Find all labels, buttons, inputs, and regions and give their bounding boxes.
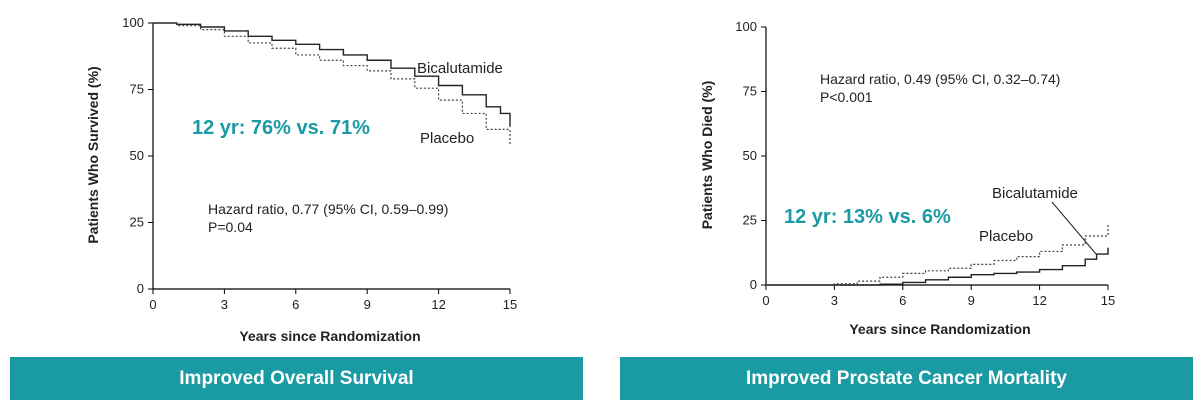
prostate-cancer-mortality-chart: 0 25 50 75 100 0 3 6 9 12 15 Years since Randomiz…: [699, 19, 1115, 337]
placebo-series-line: [766, 223, 1109, 286]
x-tick-label: 6: [899, 293, 906, 308]
y-tick-label: 25: [130, 215, 144, 230]
bicalutamide-label: Bicalutamide: [417, 60, 503, 77]
prostate-cancer-mortality-banner: Improved Prostate Cancer Mortality: [620, 357, 1193, 400]
x-tick-label: 9: [968, 293, 975, 308]
x-tick-label: 0: [762, 293, 769, 308]
x-tick-label: 15: [503, 297, 517, 312]
overall-survival-chart: 0 25 50 75 100 0 3 6 9 12 15 Years since Randomiz…: [85, 15, 517, 344]
p-value-text: P=0.04: [208, 219, 253, 235]
x-axis-title: Years since Randomization: [849, 321, 1030, 337]
series-layer: [766, 223, 1109, 286]
y-axis: 0 25 50 75 100: [735, 19, 767, 292]
twelve-year-callout: 12 yr: 13% vs. 6%: [784, 206, 951, 228]
hazard-ratio-text: Hazard ratio, 0.49 (95% CI, 0.32–0.74): [820, 71, 1060, 87]
x-tick-label: 0: [149, 297, 156, 312]
x-tick-label: 3: [221, 297, 228, 312]
x-tick-label: 15: [1101, 293, 1115, 308]
x-tick-label: 12: [1032, 293, 1046, 308]
placebo-label: Placebo: [420, 130, 474, 147]
x-axis-title: Years since Randomization: [239, 328, 420, 344]
y-tick-label: 50: [743, 148, 757, 163]
y-axis-title: Patients Who Died (%): [699, 81, 715, 230]
x-tick-label: 6: [292, 297, 299, 312]
x-tick-label: 9: [364, 297, 371, 312]
twelve-year-callout: 12 yr: 76% vs. 71%: [192, 117, 370, 139]
y-tick-label: 100: [735, 19, 757, 34]
series-layer: [153, 22, 511, 146]
x-tick-label: 3: [831, 293, 838, 308]
y-tick-label: 0: [137, 281, 144, 296]
y-tick-label: 100: [122, 15, 144, 30]
x-axis: 0 3 6 9 12 15: [149, 288, 517, 312]
x-tick-label: 12: [431, 297, 445, 312]
placebo-label: Placebo: [979, 228, 1033, 245]
y-tick-label: 0: [750, 277, 757, 292]
y-tick-label: 75: [743, 84, 757, 99]
p-value-text: P<0.001: [820, 89, 873, 105]
bicalutamide-leader-line: [1051, 201, 1097, 255]
bicalutamide-series-line: [153, 22, 511, 127]
y-tick-label: 50: [130, 148, 144, 163]
bicalutamide-label: Bicalutamide: [992, 185, 1078, 202]
bicalutamide-series-line: [766, 247, 1109, 286]
y-axis-title: Patients Who Survived (%): [85, 66, 101, 243]
x-axis: 0 3 6 9 12 15: [762, 284, 1115, 308]
y-tick-label: 75: [130, 82, 144, 97]
overall-survival-banner: Improved Overall Survival: [10, 357, 583, 400]
y-tick-label: 25: [743, 213, 757, 228]
hazard-ratio-text: Hazard ratio, 0.77 (95% CI, 0.59–0.99): [208, 201, 448, 217]
y-axis: 0 25 50 75 100: [122, 15, 154, 296]
